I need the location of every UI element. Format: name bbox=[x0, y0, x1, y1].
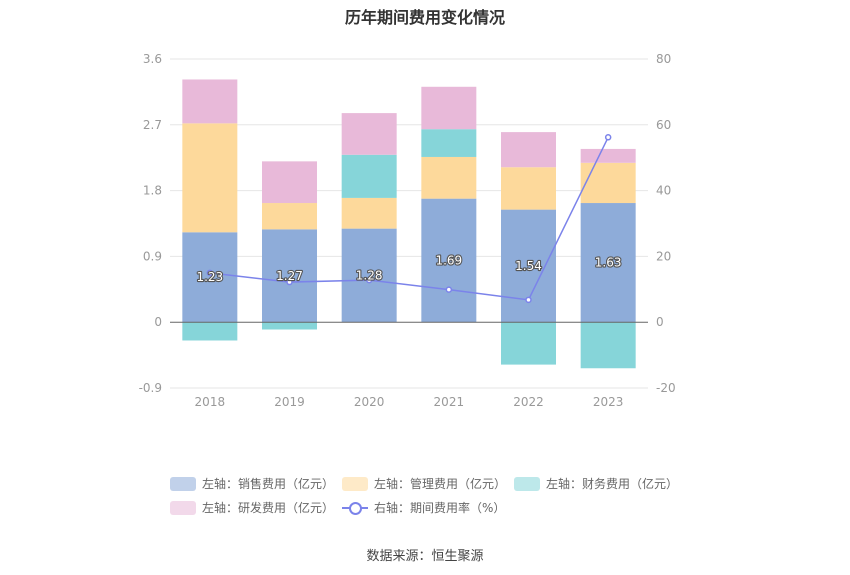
left-axis-tick-label: 3.6 bbox=[143, 52, 162, 66]
x-axis-tick-label: 2020 bbox=[354, 395, 385, 409]
rate-point bbox=[286, 278, 293, 286]
legend-item-sales[interactable]: 左轴：销售费用（亿元） bbox=[170, 475, 334, 492]
legend-swatch-admin bbox=[342, 476, 368, 491]
bar-admin bbox=[341, 197, 397, 229]
bar-data-label: 1.63 bbox=[595, 256, 622, 270]
legend-swatch-finance bbox=[514, 476, 540, 491]
rate-point bbox=[525, 296, 532, 304]
bar-admin bbox=[421, 156, 477, 199]
legend-label-sales: 左轴：销售费用（亿元） bbox=[202, 477, 335, 491]
legend-item-rate[interactable]: 右轴：期间费用率（%） bbox=[342, 499, 505, 516]
x-axis-tick-label: 2021 bbox=[434, 395, 465, 409]
x-axis-tick-label: 2023 bbox=[593, 395, 624, 409]
rate-point bbox=[604, 134, 612, 141]
bar-sales bbox=[421, 198, 477, 323]
bar-sales bbox=[182, 232, 238, 323]
left-axis-tick-label: 2.7 bbox=[143, 118, 162, 132]
chart-title: 历年期间费用变化情况 bbox=[344, 8, 505, 27]
legend-label-admin: 左轴：管理费用（亿元） bbox=[374, 477, 507, 491]
rate-point bbox=[206, 269, 214, 277]
left-axis-tick-label: 0.9 bbox=[143, 249, 162, 263]
legend-swatch-sales bbox=[170, 476, 196, 491]
legend-line-rate bbox=[342, 501, 368, 515]
source-note: 数据来源：恒生聚源 bbox=[366, 549, 484, 564]
bar-data-label: 1.28 bbox=[356, 268, 383, 282]
bar-admin bbox=[182, 123, 238, 233]
bar-data-label: 1.27 bbox=[276, 269, 303, 283]
bar-sales bbox=[341, 228, 397, 323]
bar-sales bbox=[580, 203, 636, 323]
legend-item-rd[interactable]: 左轴：研发费用（亿元） bbox=[170, 499, 334, 516]
bar-finance bbox=[580, 322, 636, 369]
bar-rd bbox=[501, 132, 556, 168]
bar-admin bbox=[262, 203, 317, 230]
legend-label-rate: 右轴：期间费用率（%） bbox=[374, 501, 506, 515]
bar-rd bbox=[341, 113, 397, 155]
bar-finance bbox=[421, 129, 477, 157]
bar-finance bbox=[182, 322, 238, 341]
right-axis-tick-label: 20 bbox=[656, 249, 671, 263]
left-axis-tick-label: 1.8 bbox=[143, 184, 162, 198]
bar-rd bbox=[262, 161, 317, 204]
legend-item-admin[interactable]: 左轴：管理费用（亿元） bbox=[342, 475, 506, 492]
bar-data-label: 1.54 bbox=[515, 259, 542, 273]
legend-swatch-rd bbox=[170, 500, 196, 515]
bar-data-label: 1.23 bbox=[196, 270, 223, 284]
legend-label-rd: 左轴：研发费用（亿元） bbox=[202, 501, 335, 515]
legend-label-finance: 左轴：财务费用（亿元） bbox=[546, 477, 679, 491]
bar-data-label: 1.69 bbox=[435, 253, 462, 267]
right-axis-tick-label: 60 bbox=[656, 118, 671, 132]
chart-plot: 3.6 2.7 1.8 0.9 0 -0.9 80 60 40 20 0 -20 2018 2019 202… bbox=[139, 52, 676, 409]
left-axis-tick-label: 0 bbox=[154, 315, 162, 329]
bar-rd bbox=[182, 79, 238, 124]
x-axis-tick-label: 2019 bbox=[274, 395, 305, 409]
bar-finance bbox=[501, 322, 556, 365]
rate-point bbox=[445, 286, 453, 293]
bar-admin bbox=[501, 167, 556, 210]
bar-sales bbox=[262, 229, 317, 323]
rate-line bbox=[209, 136, 609, 301]
bar-rd bbox=[421, 86, 477, 130]
bar-finance bbox=[341, 154, 397, 198]
right-axis-tick-label: 40 bbox=[656, 184, 671, 198]
bar-admin bbox=[580, 162, 636, 204]
x-axis-tick-label: 2022 bbox=[513, 395, 544, 409]
bar-sales bbox=[501, 209, 556, 323]
bar-rd bbox=[580, 148, 636, 163]
right-axis-tick-label: -20 bbox=[656, 381, 676, 395]
rate-point bbox=[365, 276, 373, 284]
legend-item-finance[interactable]: 左轴：财务费用（亿元） bbox=[514, 475, 678, 492]
right-axis-tick-label: 80 bbox=[656, 52, 671, 66]
right-axis-tick-label: 0 bbox=[656, 315, 664, 329]
x-axis-tick-label: 2018 bbox=[195, 395, 226, 409]
bar-finance bbox=[262, 322, 317, 330]
left-axis-tick-label: -0.9 bbox=[139, 381, 162, 395]
